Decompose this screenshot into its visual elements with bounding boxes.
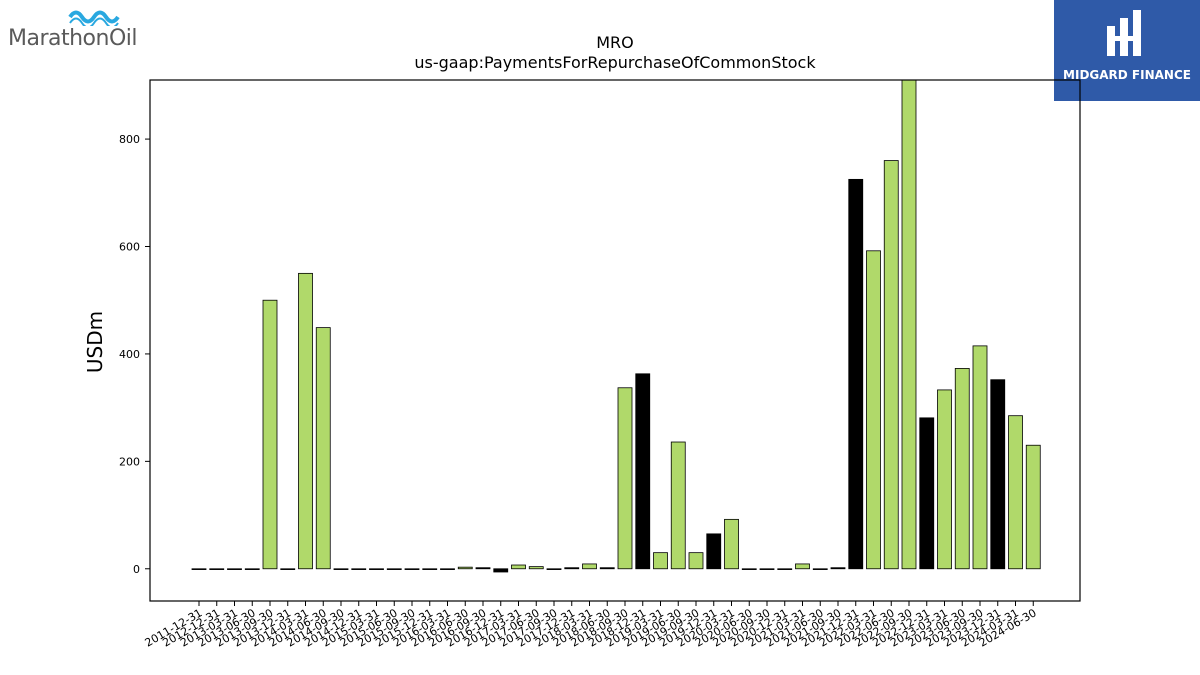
bar — [759, 568, 775, 570]
bar — [404, 568, 420, 570]
bar — [901, 79, 917, 570]
midgard-mark-icon — [1107, 10, 1141, 56]
y-tick-label: 600 — [119, 241, 140, 254]
plot-frame — [149, 79, 1081, 602]
bar — [670, 441, 686, 570]
bar — [954, 368, 970, 570]
bar — [244, 568, 260, 570]
bar — [866, 250, 881, 570]
bar — [333, 568, 349, 570]
bar — [227, 568, 242, 570]
bar — [457, 566, 473, 570]
bar — [440, 568, 455, 570]
y-tick-label: 0 — [133, 563, 140, 576]
bar — [653, 552, 668, 570]
bar — [1008, 415, 1023, 570]
bar — [972, 345, 988, 570]
bar — [298, 272, 313, 570]
bar — [830, 567, 846, 570]
bar — [369, 568, 384, 570]
bar — [937, 389, 952, 570]
midgard-finance-logo-text: MIDGARD FINANCE — [1063, 68, 1191, 82]
chart-title: MRO — [596, 33, 634, 52]
plot-area: 02004006008002011-12-312012-12-312013-03… — [119, 79, 1041, 650]
bar — [209, 568, 225, 570]
wave-icon — [68, 10, 120, 26]
bar — [706, 533, 722, 570]
bar — [511, 564, 526, 570]
chart-subtitle: us-gaap:PaymentsForRepurchaseOfCommonSto… — [414, 53, 816, 72]
bar — [883, 160, 899, 570]
bar — [724, 518, 739, 570]
bar — [635, 373, 651, 570]
y-axis-label: USDm — [83, 311, 107, 373]
bar — [919, 417, 935, 570]
bar — [795, 563, 810, 570]
bar — [262, 299, 278, 570]
y-tick-label: 400 — [119, 348, 140, 361]
bar — [351, 568, 367, 570]
bar — [741, 568, 757, 570]
bar — [582, 563, 597, 570]
bar — [386, 568, 402, 570]
y-tick-label: 200 — [119, 455, 140, 468]
marathon-oil-logo-text: MarathonOil — [8, 26, 138, 51]
bar — [617, 387, 633, 570]
bar — [315, 327, 331, 570]
bar — [191, 568, 207, 570]
bar — [990, 379, 1006, 570]
y-tick-label: 800 — [119, 133, 140, 146]
bar — [688, 552, 704, 570]
bar — [528, 566, 544, 570]
bar — [1025, 444, 1041, 570]
bar — [848, 178, 864, 570]
bar — [493, 568, 509, 573]
bar — [564, 567, 580, 570]
bar — [475, 567, 491, 570]
midgard-finance-logo: MIDGARD FINANCE — [1054, 0, 1200, 101]
bar — [422, 568, 438, 570]
bar — [546, 568, 562, 570]
bar — [812, 568, 828, 570]
bar — [280, 568, 296, 570]
bar — [599, 567, 615, 570]
bar — [777, 568, 793, 570]
marathon-oil-logo: MarathonOil — [6, 6, 156, 52]
